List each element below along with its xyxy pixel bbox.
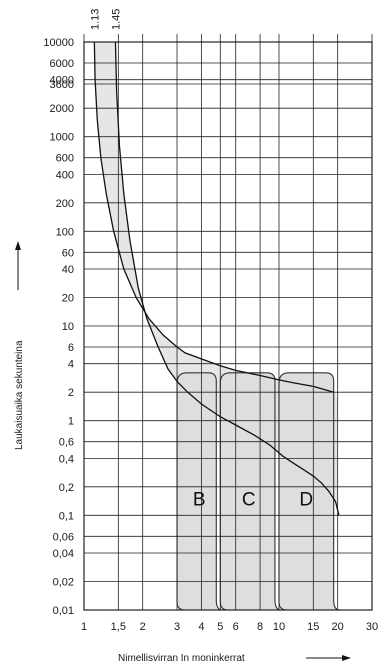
y-tick-label: 60: [62, 247, 74, 259]
top-marker-label: 1.45: [110, 9, 122, 30]
y-tick-label: 10000: [43, 37, 74, 49]
y-tick-label: 4000: [50, 75, 74, 87]
tolerance-band: [94, 42, 339, 516]
x-tick-label: 5: [217, 621, 223, 633]
zone-b-area: [176, 372, 223, 611]
y-tick-label: 6: [68, 342, 74, 354]
y-tick-label: 0,2: [59, 482, 74, 494]
y-tick-label: 6000: [50, 58, 74, 70]
y-axis-arrowhead: [15, 241, 21, 250]
x-tick-label: 30: [366, 621, 378, 633]
zone-d-area: [278, 372, 340, 611]
x-axis-arrowhead: [342, 655, 351, 661]
x-tick-label: 8: [257, 621, 263, 633]
zone-c-label: C: [242, 490, 256, 511]
y-tick-label: 10: [62, 321, 74, 333]
x-tick-label: 15: [307, 621, 319, 633]
curve-2: [114, 41, 340, 516]
y-tick-label: 0,1: [59, 510, 74, 522]
y-tick-label: 2000: [50, 103, 74, 115]
x-tick-label: 20: [332, 621, 344, 633]
x-tick-label: 1: [81, 621, 87, 633]
curves: [93, 41, 340, 516]
x-axis-label: Nimellisvirran In moninkerrat: [118, 653, 245, 664]
top-marker-label: 1.13: [89, 9, 101, 30]
zone-d-label: D: [299, 490, 313, 511]
y-tick-label: 0,04: [53, 548, 74, 560]
y-tick-label: 2: [68, 387, 74, 399]
y-tick-label: 200: [56, 198, 74, 210]
x-tick-label: 2: [140, 621, 146, 633]
x-tick-label: 3: [174, 621, 180, 633]
y-tick-label: 0,6: [59, 437, 74, 449]
x-tick-label: 6: [233, 621, 239, 633]
grid: [83, 34, 373, 611]
y-tick-label: 400: [56, 169, 74, 181]
x-tick-label: 4: [198, 621, 204, 633]
y-tick-label: 1000: [50, 132, 74, 144]
y-tick-label: 0,02: [53, 577, 74, 589]
y-tick-label: 1: [68, 416, 74, 428]
y-axis-label: Laukaisuaika sekunteina: [14, 340, 25, 450]
labels: 0,01 0,02 0,04 0,06 0,1 0,2 0,4 0,6 1 2 4 6 10 20 40 60…: [14, 9, 378, 664]
x-tick-label: 1,5: [111, 621, 126, 633]
y-tick-label: 100: [56, 226, 74, 238]
curve-1: [93, 41, 334, 393]
zone-b-label: B: [193, 490, 206, 511]
y-tick-label: 4: [68, 359, 74, 371]
y-tick-label: 600: [56, 153, 74, 165]
y-tick-label: 40: [62, 264, 74, 276]
y-tick-label: 3600: [50, 79, 74, 91]
x-tick-label: 10: [273, 621, 285, 633]
y-tick-label: 20: [62, 293, 74, 305]
y-tick-label: 0,06: [53, 531, 74, 543]
y-tick-label: 0,01: [53, 605, 74, 617]
y-tick-label: 0,4: [59, 453, 74, 465]
